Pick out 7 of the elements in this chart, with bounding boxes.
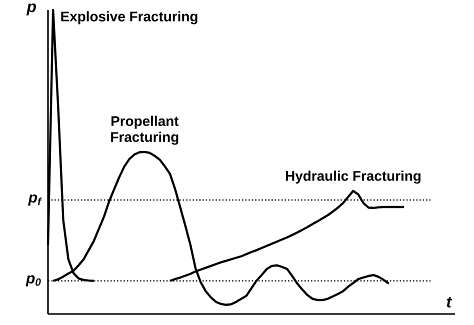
ref-line-label: p$_{f}$ [28, 194, 42, 206]
series-label: Explosive Fracturing [61, 11, 198, 24]
y-axis-title: p [26, 4, 36, 16]
series-label: Propellant Fracturing [111, 116, 179, 145]
series-label: Hydraulic Fracturing [286, 170, 421, 184]
ref-line-label: p$_{0}$ [26, 275, 41, 286]
x-axis-title: t [446, 296, 452, 308]
